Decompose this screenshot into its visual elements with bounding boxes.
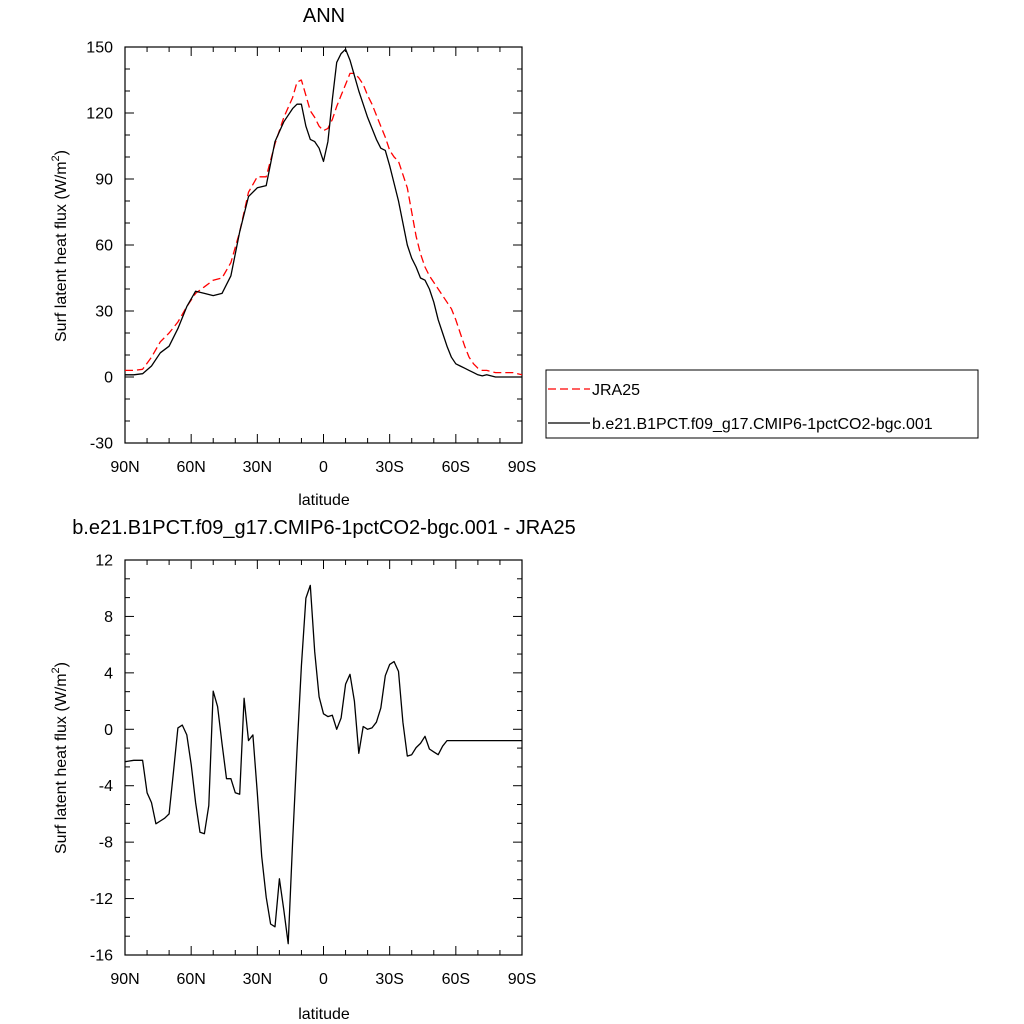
top-plot-area: -30 0 30 60 90 120 150 90N 60N 30N 0 30S 60S 90S bbox=[86, 40, 536, 477]
top-x-tick-label: 0 bbox=[319, 459, 328, 476]
bottom-x-tick-label: 90S bbox=[508, 971, 536, 988]
bottom-plot-area: -16 -12 -8 -4 0 4 8 12 90N 60N 30N 0 30S 60S 90S bbox=[90, 553, 536, 989]
bottom-x-tick-label: 0 bbox=[319, 971, 328, 988]
top-x-tick-label: 60N bbox=[176, 459, 205, 476]
top-y-axis-label-close: ) bbox=[53, 150, 70, 155]
bottom-x-tick-label: 60S bbox=[442, 971, 470, 988]
top-plot-frame bbox=[124, 46, 523, 444]
top-x-tick-label: 30N bbox=[243, 459, 272, 476]
top-series-line-1 bbox=[125, 48, 522, 378]
bottom-y-axis-label-main: Surf latent heat flux (W/m bbox=[53, 673, 70, 854]
bottom-x-tick-label: 60N bbox=[176, 971, 205, 988]
top-chart-title: ANN bbox=[303, 5, 345, 27]
bottom-series-line-0 bbox=[124, 584, 522, 945]
top-x-tick-label: 60S bbox=[442, 459, 470, 476]
legend-box bbox=[545, 369, 979, 439]
top-y-axis-label: Surf latent heat flux (W/m2) bbox=[50, 150, 70, 342]
top-y-axis-label-sup: 2 bbox=[50, 155, 62, 161]
bottom-y-tick-label: -8 bbox=[99, 835, 113, 852]
legend: JRA25 b.e21.B1PCT.f09_g17.CMIP6-1pctCO2-… bbox=[545, 369, 979, 439]
top-y-tick-label: 120 bbox=[86, 106, 113, 123]
bottom-y-tick-label: 4 bbox=[104, 665, 113, 682]
legend-label-model: b.e21.B1PCT.f09_g17.CMIP6-1pctCO2-bgc.00… bbox=[592, 416, 933, 433]
bottom-y-axis-label: Surf latent heat flux (W/m2) bbox=[50, 662, 70, 854]
bottom-x-axis-label: latitude bbox=[298, 1006, 350, 1023]
bottom-x-tick-label: 30S bbox=[375, 971, 403, 988]
top-y-tick-label: 0 bbox=[104, 370, 113, 387]
bottom-x-tick-label: 90N bbox=[110, 971, 139, 988]
top-x-tick-label: 30S bbox=[375, 459, 403, 476]
bottom-y-tick-label: -12 bbox=[90, 891, 113, 908]
top-y-tick-label: 60 bbox=[95, 238, 113, 255]
bottom-y-axis-label-sup: 2 bbox=[50, 667, 62, 673]
bottom-y-tick-label: 8 bbox=[104, 609, 113, 626]
bottom-y-tick-label: 0 bbox=[104, 722, 113, 739]
top-x-tick-label: 90N bbox=[110, 459, 139, 476]
bottom-y-tick-label: -16 bbox=[90, 948, 113, 965]
top-y-axis-label-main: Surf latent heat flux (W/m bbox=[53, 161, 70, 342]
bottom-y-tick-label: 12 bbox=[95, 553, 113, 570]
top-y-tick-label: 30 bbox=[95, 304, 113, 321]
bottom-y-axis-label-close: ) bbox=[53, 662, 70, 667]
bottom-panel: b.e21.B1PCT.f09_g17.CMIP6-1pctCO2-bgc.00… bbox=[50, 517, 576, 1023]
bottom-y-tick-label: -4 bbox=[99, 778, 113, 795]
bottom-x-tick-label: 30N bbox=[243, 971, 272, 988]
top-y-tick-label: -30 bbox=[90, 436, 113, 453]
bottom-plot-frame bbox=[124, 559, 523, 956]
top-series-line-0 bbox=[125, 72, 523, 376]
top-x-tick-label: 90S bbox=[508, 459, 536, 476]
bottom-chart-title: b.e21.B1PCT.f09_g17.CMIP6-1pctCO2-bgc.00… bbox=[72, 517, 576, 539]
legend-label-jra25: JRA25 bbox=[592, 382, 640, 399]
top-x-axis-label: latitude bbox=[298, 492, 350, 509]
top-y-tick-label: 90 bbox=[95, 172, 113, 189]
top-y-tick-label: 150 bbox=[86, 40, 113, 57]
